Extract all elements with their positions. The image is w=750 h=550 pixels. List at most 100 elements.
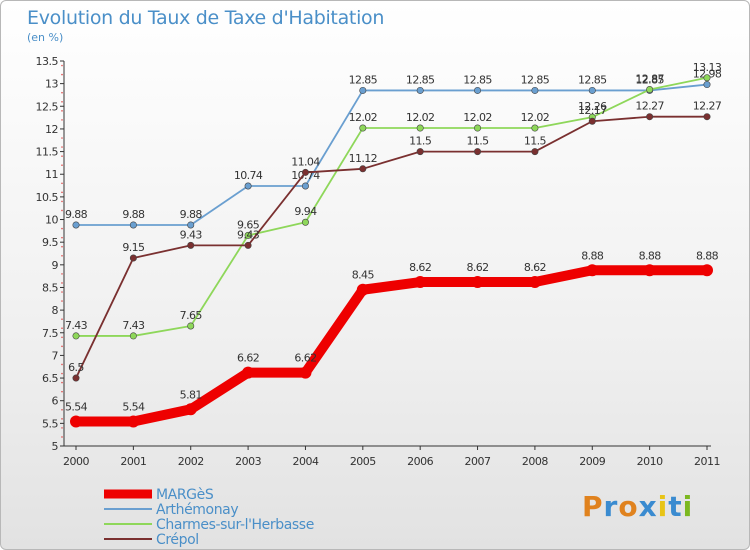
data-point <box>416 86 424 94</box>
data-label: 12.85 <box>406 73 435 86</box>
data-point <box>474 124 482 132</box>
logo-letter: i <box>682 490 694 523</box>
y-minor-tick <box>61 91 63 94</box>
data-point <box>301 168 309 176</box>
data-point <box>531 124 539 132</box>
proxiti-logo: Proxiti <box>582 490 693 523</box>
data-label: 11.5 <box>466 135 489 148</box>
x-tick-label: 2010 <box>637 455 663 468</box>
y-minor-tick <box>61 254 63 257</box>
legend-label: Arthémonay <box>156 502 238 518</box>
legend-label: MARGèS <box>156 487 214 503</box>
y-minor-tick <box>61 381 63 384</box>
data-label: 9.94 <box>294 205 317 218</box>
data-point <box>301 182 309 190</box>
y-minor-tick <box>61 427 63 429</box>
data-label: 6.62 <box>237 352 259 365</box>
data-label: 9.43 <box>237 228 260 241</box>
data-label: 11.04 <box>291 155 320 168</box>
data-point <box>127 415 140 428</box>
data-label: 7.43 <box>65 319 88 332</box>
data-label: 12.27 <box>693 100 722 113</box>
y-minor-tick <box>61 372 63 375</box>
y-minor-tick <box>61 119 63 121</box>
data-point <box>414 276 427 289</box>
y-minor-tick <box>61 73 63 76</box>
data-point <box>646 86 654 94</box>
y-minor-tick <box>61 390 63 393</box>
series-line <box>75 76 708 337</box>
data-point <box>416 148 424 156</box>
data-point <box>301 218 309 226</box>
data-label: 11.5 <box>524 135 547 148</box>
y-minor-tick <box>61 137 63 139</box>
data-label: 12.87 <box>635 73 664 86</box>
x-tick-label: 2004 <box>292 455 318 468</box>
y-minor-tick <box>61 110 63 112</box>
data-point <box>242 366 255 379</box>
data-label: 8.62 <box>409 261 431 274</box>
data-label: 8.88 <box>581 249 604 262</box>
data-point <box>72 374 80 382</box>
y-tick-label: 6.5 <box>42 372 58 385</box>
data-point <box>129 254 137 262</box>
data-point <box>701 264 713 277</box>
y-minor-tick <box>61 318 63 320</box>
data-point <box>129 221 137 229</box>
data-label: 12.98 <box>693 68 722 81</box>
x-tick-label: 2005 <box>350 455 376 468</box>
y-tick-label: 5.5 <box>42 417 58 430</box>
data-label: 12.17 <box>578 104 607 117</box>
y-minor-tick <box>61 336 63 339</box>
data-label: 11.12 <box>349 152 378 165</box>
data-point <box>703 74 711 82</box>
data-label: 12.26 <box>578 100 607 113</box>
data-label: 5.54 <box>122 401 145 414</box>
data-point <box>643 264 656 277</box>
y-minor-tick <box>61 164 63 166</box>
y-tick-label: 13.5 <box>36 55 59 68</box>
data-point <box>129 332 137 340</box>
y-tick-label: 7.5 <box>42 327 58 340</box>
y-tick-label: 12 <box>45 123 58 136</box>
y-tick-label: 11 <box>45 168 58 181</box>
data-point <box>531 148 539 156</box>
data-point <box>471 276 484 289</box>
data-point <box>244 231 252 239</box>
y-minor-tick <box>61 100 63 103</box>
data-point <box>359 165 367 173</box>
data-point <box>72 221 80 229</box>
data-point <box>531 86 539 94</box>
y-tick-label: 12.5 <box>36 100 59 113</box>
data-label: 9.88 <box>122 208 145 221</box>
data-label: 6.5 <box>68 361 84 374</box>
data-point <box>474 86 482 94</box>
y-tick-label: 11.5 <box>36 146 59 159</box>
data-label: 8.88 <box>639 249 662 262</box>
y-minor-tick <box>61 436 63 438</box>
y-minor-tick <box>61 182 63 185</box>
data-label: 12.02 <box>521 111 550 124</box>
data-label: 9.88 <box>65 208 88 221</box>
x-tick-label: 2001 <box>120 455 146 468</box>
data-point <box>299 366 312 379</box>
series-line <box>71 265 712 427</box>
y-tick-label: 7 <box>52 349 59 362</box>
data-point <box>474 148 482 156</box>
y-tick-label: 8 <box>52 304 59 317</box>
x-tick-label: 2009 <box>579 455 605 468</box>
data-label: 6.62 <box>294 352 316 365</box>
data-label: 12.85 <box>578 73 607 86</box>
data-label: 12.02 <box>406 111 435 124</box>
y-minor-tick <box>61 200 63 203</box>
data-point <box>187 221 195 229</box>
data-label: 12.27 <box>635 100 664 113</box>
data-label: 12.85 <box>463 73 492 86</box>
data-point <box>184 403 197 416</box>
data-label: 12.85 <box>349 73 378 86</box>
y-minor-tick <box>61 245 63 248</box>
y-minor-tick <box>61 273 63 275</box>
y-minor-tick <box>61 191 63 194</box>
legend-label: Charmes-sur-l'Herbasse <box>156 517 314 533</box>
